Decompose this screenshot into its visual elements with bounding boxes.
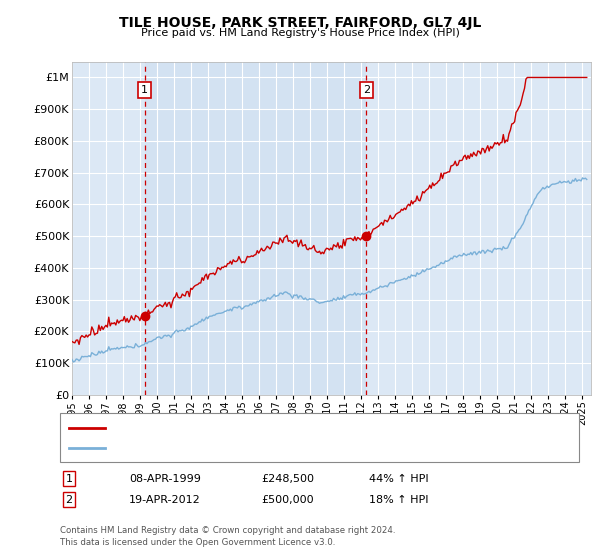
Text: 08-APR-1999: 08-APR-1999 <box>129 474 201 484</box>
Text: 1: 1 <box>65 474 73 484</box>
Text: HPI: Average price, detached house, Cotswold: HPI: Average price, detached house, Cots… <box>111 443 336 453</box>
Text: £248,500: £248,500 <box>261 474 314 484</box>
Text: 44% ↑ HPI: 44% ↑ HPI <box>369 474 428 484</box>
Text: Contains HM Land Registry data © Crown copyright and database right 2024.
This d: Contains HM Land Registry data © Crown c… <box>60 526 395 547</box>
Text: 1: 1 <box>141 85 148 95</box>
Text: Price paid vs. HM Land Registry's House Price Index (HPI): Price paid vs. HM Land Registry's House … <box>140 28 460 38</box>
Text: TILE HOUSE, PARK STREET, FAIRFORD, GL7 4JL: TILE HOUSE, PARK STREET, FAIRFORD, GL7 4… <box>119 16 481 30</box>
Text: TILE HOUSE, PARK STREET, FAIRFORD, GL7 4JL (detached house): TILE HOUSE, PARK STREET, FAIRFORD, GL7 4… <box>111 422 428 432</box>
Bar <box>145 62 367 395</box>
Text: 18% ↑ HPI: 18% ↑ HPI <box>369 494 428 505</box>
Text: 2: 2 <box>65 494 73 505</box>
Text: 2: 2 <box>363 85 370 95</box>
Text: £500,000: £500,000 <box>261 494 314 505</box>
Text: 19-APR-2012: 19-APR-2012 <box>129 494 201 505</box>
